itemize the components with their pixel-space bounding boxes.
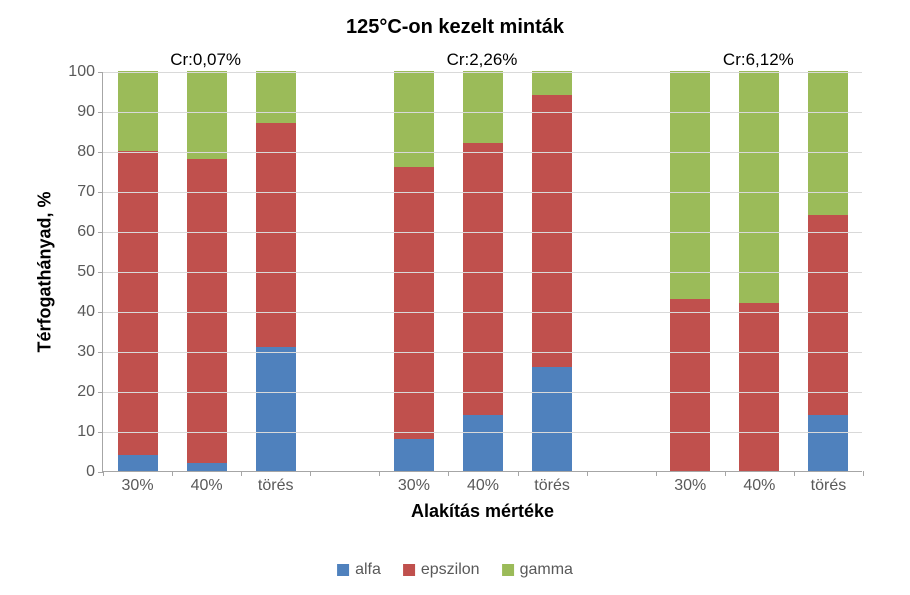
chart-container: 125°C-on kezelt minták Cr:0,07%Cr:2,26%C…: [30, 10, 880, 585]
bar-segment-gamma: [256, 71, 296, 123]
x-tick-mark: [172, 471, 173, 476]
legend-label: epszilon: [421, 561, 480, 579]
group-label: Cr:6,12%: [723, 50, 794, 70]
y-axis-title: Térfogathányad, %: [35, 191, 56, 352]
chart-title: 125°C-on kezelt minták: [30, 16, 880, 39]
bar-segment-epszilon: [670, 299, 710, 471]
x-tick-mark: [241, 471, 242, 476]
bar-segment-epszilon: [187, 159, 227, 463]
x-tick-mark: [448, 471, 449, 476]
bar-segment-gamma: [532, 71, 572, 95]
x-tick-mark: [863, 471, 864, 476]
bar-column: [739, 71, 779, 471]
legend-label: alfa: [355, 561, 381, 579]
bar-column: [463, 71, 503, 471]
x-tick-mark: [725, 471, 726, 476]
y-tick-label: 70: [77, 183, 103, 201]
y-tick-label: 20: [77, 383, 103, 401]
bar-segment-epszilon: [118, 151, 158, 455]
y-tick-label: 100: [68, 63, 103, 81]
x-category-label: 30%: [122, 471, 154, 495]
x-tick-mark: [310, 471, 311, 476]
y-tick-label: 50: [77, 263, 103, 281]
bar-segment-gamma: [463, 71, 503, 143]
x-tick-mark: [103, 471, 104, 476]
x-tick-mark: [379, 471, 380, 476]
bar-segment-gamma: [808, 71, 848, 215]
bar-segment-alfa: [808, 415, 848, 471]
x-category-label: törés: [258, 471, 294, 495]
bar-segment-epszilon: [532, 95, 572, 367]
grid-line: [103, 312, 862, 313]
grid-line: [103, 432, 862, 433]
legend-item-gamma: gamma: [502, 561, 573, 579]
group-label: Cr:2,26%: [447, 50, 518, 70]
x-tick-mark: [518, 471, 519, 476]
grid-line: [103, 152, 862, 153]
grid-line: [103, 352, 862, 353]
y-tick-label: 60: [77, 223, 103, 241]
grid-line: [103, 232, 862, 233]
x-category-label: 30%: [674, 471, 706, 495]
y-tick-label: 30: [77, 343, 103, 361]
x-category-label: 40%: [467, 471, 499, 495]
bar-segment-gamma: [118, 71, 158, 151]
bar-column: [394, 71, 434, 471]
y-tick-label: 80: [77, 143, 103, 161]
bar-segment-epszilon: [463, 143, 503, 415]
bar-segment-epszilon: [394, 167, 434, 439]
x-tick-mark: [794, 471, 795, 476]
group-labels-row: Cr:0,07% Cr:2,26% Cr:6,12%: [30, 50, 880, 68]
legend-label: gamma: [520, 561, 573, 579]
bar-segment-alfa: [187, 463, 227, 471]
bar-column: [187, 71, 227, 471]
grid-line: [103, 272, 862, 273]
bar-segment-gamma: [670, 71, 710, 299]
x-category-label: 30%: [398, 471, 430, 495]
bar-segment-alfa: [394, 439, 434, 471]
y-tick-label: 40: [77, 303, 103, 321]
grid-line: [103, 392, 862, 393]
x-category-label: törés: [811, 471, 847, 495]
legend-item-epszilon: epszilon: [403, 561, 480, 579]
bar-column: [118, 71, 158, 471]
y-tick-label: 10: [77, 423, 103, 441]
bar-segment-alfa: [118, 455, 158, 471]
legend-swatch: [502, 564, 514, 576]
bar-segment-epszilon: [256, 123, 296, 347]
x-category-label: 40%: [743, 471, 775, 495]
legend-swatch: [337, 564, 349, 576]
legend-item-alfa: alfa: [337, 561, 381, 579]
group-label: Cr:0,07%: [170, 50, 241, 70]
x-category-label: törés: [534, 471, 570, 495]
grid-line: [103, 112, 862, 113]
y-tick-label: 0: [86, 463, 103, 481]
plot-area: Térfogathányad, % Alakítás mértéke 01020…: [102, 72, 862, 472]
legend-swatch: [403, 564, 415, 576]
bar-segment-gamma: [739, 71, 779, 303]
grid-line: [103, 72, 862, 73]
bar-column: [808, 71, 848, 471]
bar-segment-gamma: [187, 71, 227, 159]
bar-segment-alfa: [463, 415, 503, 471]
x-axis-title: Alakítás mértéke: [411, 501, 554, 522]
x-category-label: 40%: [191, 471, 223, 495]
bar-segment-alfa: [256, 347, 296, 471]
bar-segment-alfa: [532, 367, 572, 471]
y-tick-label: 90: [77, 103, 103, 121]
x-tick-mark: [656, 471, 657, 476]
bar-column: [670, 71, 710, 471]
grid-line: [103, 192, 862, 193]
bar-segment-epszilon: [808, 215, 848, 415]
bar-segment-epszilon: [739, 303, 779, 471]
legend: alfa epszilon gamma: [337, 561, 573, 579]
x-tick-mark: [587, 471, 588, 476]
bar-column: [532, 71, 572, 471]
bar-column: [256, 71, 296, 471]
